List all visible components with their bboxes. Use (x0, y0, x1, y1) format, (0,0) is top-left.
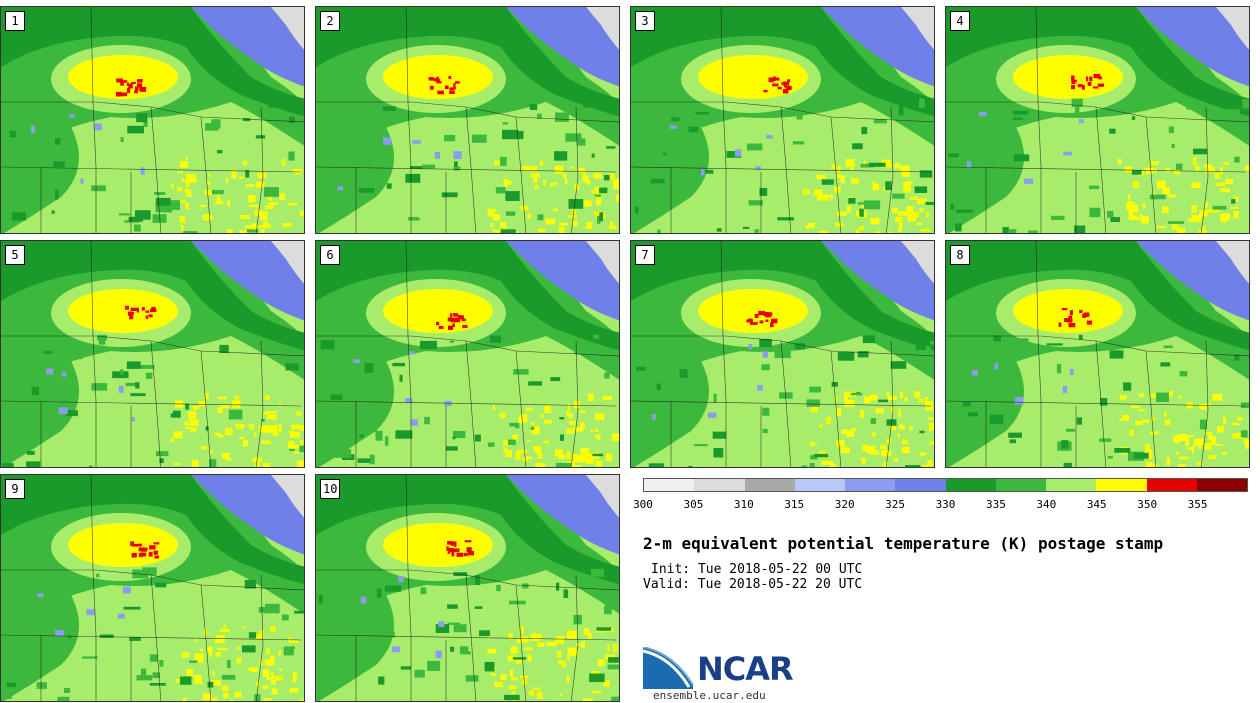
figure-title: 2-m equivalent potential temperature (K)… (643, 534, 1164, 553)
colorbar-tick-label: 340 (1036, 498, 1057, 511)
theta-e-field-map (1, 241, 304, 467)
theta-e-field-map (316, 241, 619, 467)
theta-e-field-map (316, 7, 619, 233)
colorbar-tick-label: 355 (1187, 498, 1208, 511)
theta-e-field-map (316, 475, 619, 701)
member-panel-9: 9 (0, 474, 305, 702)
member-panel-1: 1 (0, 6, 305, 234)
member-number: 2 (320, 11, 340, 31)
theta-e-field-map (946, 241, 1249, 467)
member-number: 1 (5, 11, 25, 31)
colorbar-segment (644, 479, 695, 491)
member-number: 6 (320, 245, 340, 265)
member-number: 8 (950, 245, 970, 265)
member-number: 3 (635, 11, 655, 31)
member-number: 9 (5, 479, 25, 499)
colorbar-segment (794, 479, 845, 491)
logo-url: ensemble.ucar.edu (653, 689, 766, 702)
member-number: 4 (950, 11, 970, 31)
valid-time: Valid: Tue 2018-05-22 20 UTC (643, 577, 863, 592)
member-panel-5: 5 (0, 240, 305, 468)
theta-e-field-map (631, 241, 934, 467)
colorbar-segment (1196, 479, 1247, 491)
member-panel-6: 6 (315, 240, 620, 468)
colorbar-segment (694, 479, 745, 491)
member-panel-4: 4 (945, 6, 1250, 234)
ncar-swoosh-icon (643, 647, 694, 689)
theta-e-field-map (1, 7, 304, 233)
member-panel-10: 10 (315, 474, 620, 702)
colorbar-tick-label: 305 (683, 498, 704, 511)
member-panel-8: 8 (945, 240, 1250, 468)
colorbar-tick-label: 345 (1086, 498, 1107, 511)
member-number: 10 (320, 479, 341, 499)
colorbar-segment (1046, 479, 1097, 491)
colorbar-segment (744, 479, 795, 491)
colorbar-tick-label: 315 (784, 498, 805, 511)
colorbar-tick-label: 330 (935, 498, 956, 511)
member-panel-7: 7 (630, 240, 935, 468)
colorbar-segment (895, 479, 946, 491)
colorbar-segment (845, 479, 896, 491)
ncar-logo: NCAR ensemble.ucar.edu (643, 645, 803, 702)
colorbar-ticks: 300 305 310 315 320 325 330 335 340 345 350 355 (633, 498, 1248, 512)
member-panel-2: 2 (315, 6, 620, 234)
colorbar-tick-label: 300 (633, 498, 653, 511)
colorbar-segment (945, 479, 996, 491)
logo-wordmark: NCAR (697, 650, 794, 688)
member-number: 5 (5, 245, 25, 265)
colorbar-tick-label: 325 (885, 498, 906, 511)
init-time: Init: Tue 2018-05-22 00 UTC (651, 562, 863, 577)
colorbar-tick-label: 335 (985, 498, 1006, 511)
member-number: 7 (635, 245, 655, 265)
theta-e-field-map (631, 7, 934, 233)
theta-e-field-map (1, 475, 304, 701)
colorbar-segment (1146, 479, 1197, 491)
colorbar (643, 478, 1248, 492)
theta-e-field-map (946, 7, 1249, 233)
colorbar-tick-label: 320 (834, 498, 855, 511)
colorbar-segment (995, 479, 1046, 491)
member-panel-3: 3 (630, 6, 935, 234)
colorbar-tick-label: 350 (1137, 498, 1158, 511)
colorbar-tick-label: 310 (733, 498, 754, 511)
colorbar-segment (1096, 479, 1147, 491)
